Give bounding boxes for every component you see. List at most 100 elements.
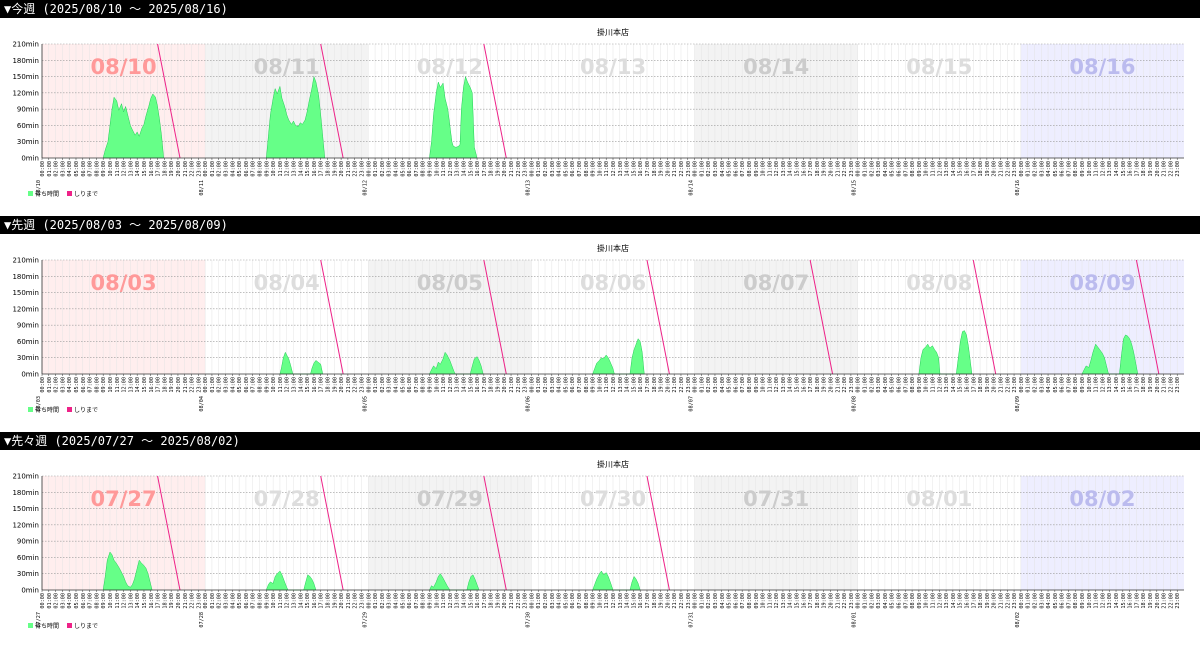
x-tick-label: 23:00 [523, 593, 529, 609]
wait-time-area [429, 351, 484, 375]
x-tick-label: 01:00 [47, 377, 53, 393]
x-tick-label: 05:00 [400, 377, 406, 393]
date-tick-label: 08/10 [36, 180, 42, 196]
x-tick-label: 23:00 [1012, 377, 1018, 393]
date-tick-label: 07/29 [362, 612, 368, 628]
x-tick-label: 08:00 [258, 593, 264, 609]
sirimade-line [483, 43, 507, 159]
x-tick-label: 22:00 [353, 593, 359, 609]
x-tick-label: 04:00 [557, 377, 563, 393]
x-tick-label: 03:00 [713, 377, 719, 393]
x-tick-label: 04:00 [883, 593, 889, 609]
date-tick-label: 08/12 [362, 180, 368, 196]
x-tick-label: 21:00 [346, 593, 352, 609]
sirimade-line [157, 475, 181, 591]
x-tick-label: 16:00 [638, 161, 644, 177]
y-tick-label: 180min [12, 273, 39, 281]
x-tick-label: 00:00 [203, 593, 209, 609]
x-tick-label: 04:00 [393, 377, 399, 393]
x-tick-label: 09:00 [917, 593, 923, 609]
x-tick-label: 10:00 [108, 377, 114, 393]
x-tick-label: 01:00 [210, 377, 216, 393]
x-tick-label: 11:00 [115, 161, 121, 177]
x-tick-label: 15:00 [958, 593, 964, 609]
x-tick-label: 20:00 [1155, 593, 1161, 609]
x-tick-label: 09:00 [591, 593, 597, 609]
week-section-two-weeks-ago: ▼先々週 (2025/07/27 ～ 2025/08/02) 掛川本店 07/27… [0, 432, 1200, 648]
x-tick-label: 12:00 [611, 161, 617, 177]
x-tick-label: 09:00 [591, 161, 597, 177]
x-tick-label: 10:00 [271, 161, 277, 177]
x-tick-label: 16:00 [475, 377, 481, 393]
sirimade-line [646, 259, 670, 375]
x-tick-label: 15:00 [631, 161, 637, 177]
x-tick-label: 02:00 [380, 377, 386, 393]
x-tick-label: 08:00 [1073, 377, 1079, 393]
x-tick-label: 18:00 [815, 377, 821, 393]
x-tick-label: 20:00 [339, 377, 345, 393]
x-tick-label: 04:00 [67, 377, 73, 393]
x-tick-label: 19:00 [659, 377, 665, 393]
x-tick-label: 02:00 [1032, 161, 1038, 177]
x-tick-label: 03:00 [550, 161, 556, 177]
wait-time-area [918, 330, 973, 375]
x-tick-label: 00:00 [1019, 161, 1025, 177]
sirimade-line [809, 259, 834, 375]
x-tick-label: 03:00 [60, 593, 66, 609]
x-tick-label: 02:00 [706, 161, 712, 177]
x-tick-label: 16:00 [475, 593, 481, 609]
x-tick-label: 02:00 [54, 377, 60, 393]
x-tick-label: 13:00 [292, 593, 298, 609]
day-label: 07/27 [91, 487, 157, 511]
x-tick-label: 13:00 [944, 377, 950, 393]
x-tick-label: 07:00 [251, 161, 257, 177]
x-tick-label: 12:00 [448, 377, 454, 393]
x-tick-label: 04:00 [720, 377, 726, 393]
chart-title: 掛川本店 [597, 243, 629, 253]
x-tick-label: 09:00 [754, 161, 760, 177]
x-tick-label: 10:00 [271, 377, 277, 393]
x-tick-label: 06:00 [1060, 377, 1066, 393]
y-tick-label: 150min [12, 289, 39, 297]
x-tick-label: 19:00 [495, 377, 501, 393]
x-tick-label: 04:00 [230, 161, 236, 177]
x-tick-label: 22:00 [679, 377, 685, 393]
y-tick-label: 120min [12, 89, 39, 97]
x-tick-label: 21:00 [672, 593, 678, 609]
x-tick-label: 13:00 [781, 377, 787, 393]
sirimade-line [483, 259, 507, 375]
y-tick-label: 150min [12, 73, 39, 81]
x-tick-label: 15:00 [1121, 161, 1127, 177]
x-tick-label: 22:00 [679, 593, 685, 609]
x-tick-label: 00:00 [40, 593, 46, 609]
x-tick-label: 19:00 [1148, 161, 1154, 177]
x-tick-label: 21:00 [183, 377, 189, 393]
x-tick-label: 21:00 [672, 377, 678, 393]
x-tick-label: 09:00 [101, 593, 107, 609]
x-tick-label: 01:00 [536, 161, 542, 177]
x-tick-label: 19:00 [495, 593, 501, 609]
week-section-last: ▼先週 (2025/08/03 ～ 2025/08/09) 掛川本店 08/03 0… [0, 216, 1200, 432]
x-tick-label: 16:00 [149, 161, 155, 177]
y-tick-label: 30min [17, 570, 39, 578]
x-tick-label: 17:00 [482, 377, 488, 393]
y-tick-label: 0min [21, 371, 39, 379]
x-tick-label: 01:00 [863, 377, 869, 393]
x-tick-label: 14:00 [461, 377, 467, 393]
x-tick-label: 19:00 [659, 161, 665, 177]
x-tick-label: 07:00 [88, 161, 94, 177]
day-label: 08/07 [743, 271, 809, 295]
x-tick-label: 23:00 [1175, 161, 1181, 177]
date-tick-label: 08/15 [852, 180, 858, 196]
x-tick-label: 14:00 [461, 593, 467, 609]
wait-time-area [266, 75, 326, 159]
x-tick-label: 00:00 [856, 593, 862, 609]
x-tick-label: 10:00 [1087, 377, 1093, 393]
x-tick-label: 02:00 [869, 161, 875, 177]
x-tick-label: 12:00 [1100, 161, 1106, 177]
x-tick-label: 12:00 [937, 161, 943, 177]
x-tick-label: 19:00 [495, 161, 501, 177]
x-tick-label: 23:00 [686, 593, 692, 609]
x-tick-label: 23:00 [686, 161, 692, 177]
x-tick-label: 08:00 [910, 593, 916, 609]
